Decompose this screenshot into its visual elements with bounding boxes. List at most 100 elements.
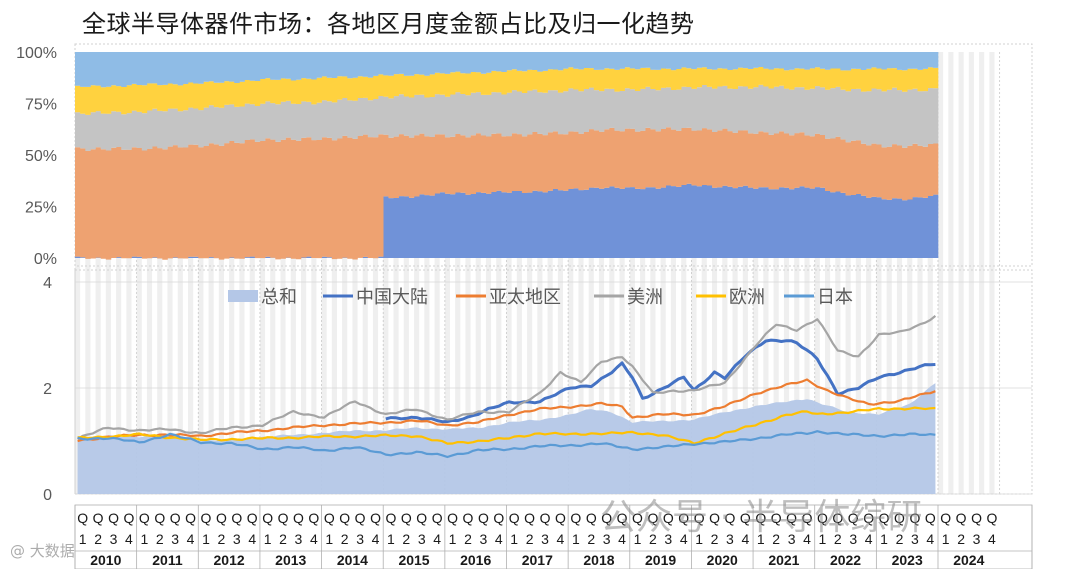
quarter-letter: Q [956,510,967,526]
month-stripe [537,52,543,494]
month-stripe [321,52,327,494]
month-stripe [218,52,224,494]
quarter-number: 4 [372,531,380,547]
quarter-letter: Q [678,510,689,526]
series-line-5 [77,430,936,459]
quarter-letter: Q [709,510,720,526]
quarter-letter: Q [601,510,612,526]
legend-label: 总和 [261,287,297,308]
quarter-letter: Q [170,510,181,526]
year-label: 2011 [152,552,183,568]
quarter-letter: Q [355,510,366,526]
quarter-letter: Q [863,510,874,526]
month-stripe [989,52,995,494]
quarter-letter: Q [725,510,736,526]
top-y-tick: 75% [25,97,57,114]
quarter-number: 3 [849,531,857,547]
month-stripe [331,52,337,494]
quarter-number: 2 [279,531,287,547]
month-stripe [496,52,502,494]
month-stripe [598,52,605,494]
month-stripe [681,52,687,494]
quarter-letter: Q [524,510,535,526]
quarter-number: 3 [603,531,611,547]
month-stripe [188,52,194,494]
quarter-letter: Q [832,510,843,526]
quarter-number: 3 [788,531,796,547]
quarter-letter: Q [694,510,705,526]
series-line-2 [77,378,936,443]
quarter-letter: Q [401,510,412,526]
month-stripe [105,52,111,494]
quarter-letter: Q [586,510,597,526]
month-stripe [146,52,153,494]
quarter-number: 2 [711,531,719,547]
month-stripe [691,52,697,494]
year-label: 2018 [583,552,614,568]
year-label: 2017 [522,552,553,568]
series-line-3 [77,315,937,440]
quarter-letter: Q [416,510,427,526]
month-stripe [198,52,204,494]
month-stripe [239,52,245,494]
year-label: 2016 [460,552,491,568]
quarter-letter: Q [139,510,150,526]
quarter-letter: Q [509,510,520,526]
month-stripe [876,52,882,494]
month-stripe [424,52,430,494]
quarter-number: 2 [957,531,965,547]
month-stripe [855,52,861,494]
quarter-number: 2 [526,531,534,547]
quarter-number: 1 [140,531,148,547]
quarter-letter: Q [123,510,134,526]
month-stripe [516,52,522,494]
month-stripe [527,52,533,494]
quarter-letter: Q [786,510,797,526]
year-label: 2023 [892,552,923,568]
month-stripe [619,52,625,494]
month-stripe [157,52,163,494]
month-stripe [763,52,769,494]
month-stripe [393,52,399,494]
month-stripe [444,52,450,494]
quarter-number: 2 [341,531,349,547]
quarter-number: 3 [110,531,118,547]
bottom-y-tick: 2 [43,381,52,398]
top-y-tick: 50% [25,148,57,165]
year-label: 2019 [645,552,676,568]
quarter-letter: Q [201,510,212,526]
quarter-number: 1 [572,531,580,547]
quarter-number: 2 [156,531,164,547]
year-label: 2020 [707,552,738,568]
quarter-number: 3 [541,531,549,547]
year-label: 2022 [830,552,861,568]
year-label: 2014 [337,552,368,568]
quarter-number: 1 [757,531,765,547]
quarter-letter: Q [478,510,489,526]
month-stripe [835,52,841,494]
month-stripe [475,52,481,494]
quarter-letter: Q [493,510,504,526]
quarter-number: 4 [310,531,318,547]
quarter-letter: Q [817,510,828,526]
top-y-tick: 100% [16,45,57,62]
month-stripe [578,52,584,494]
quarter-letter: Q [77,510,88,526]
month-stripe [372,52,379,494]
month-stripe [177,52,183,494]
quarter-letter: Q [247,510,258,526]
quarter-letter: Q [339,510,350,526]
quarter-number: 2 [772,531,780,547]
quarter-number: 2 [587,531,595,547]
quarter-number: 3 [479,531,487,547]
quarter-letter: Q [216,510,227,526]
quarter-number: 4 [741,531,749,547]
month-stripe [804,52,810,494]
month-stripe [640,52,646,494]
month-stripe [208,52,214,494]
legend-label: 中国大陆 [356,287,428,308]
month-stripe [711,52,718,494]
quarter-letter: Q [632,510,643,526]
quarter-number: 2 [464,531,472,547]
bottom-panel-border [74,269,1033,495]
